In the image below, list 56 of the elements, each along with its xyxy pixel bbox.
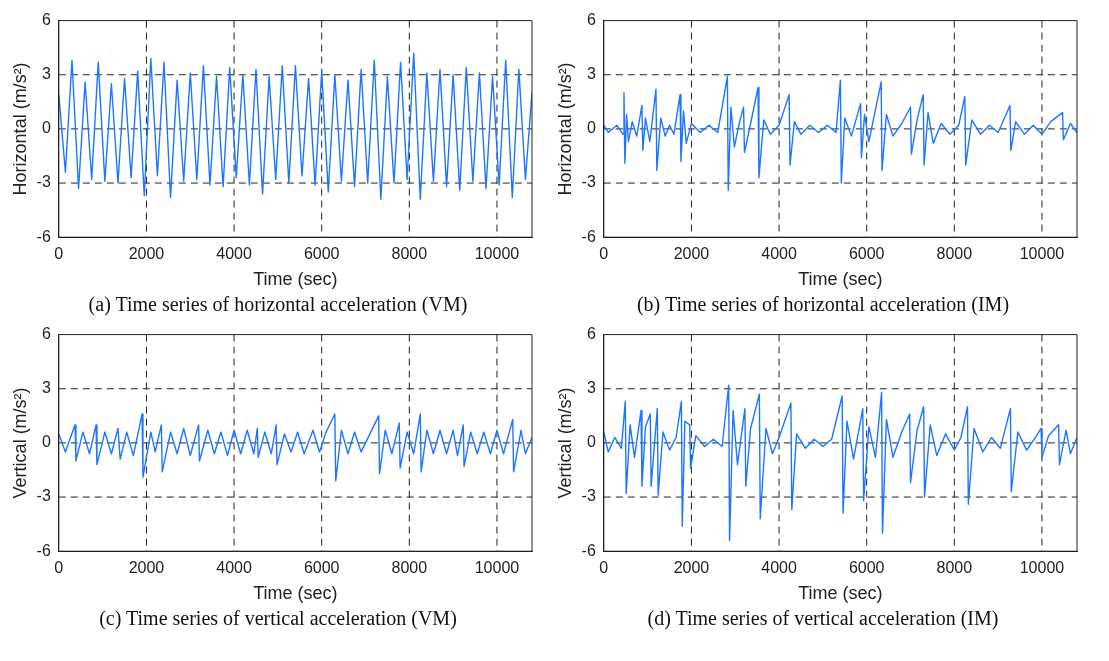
y-axis-title: Vertical (m/s²)	[9, 387, 30, 499]
x-tick-label: 2000	[673, 559, 710, 577]
x-tick-label: 8000	[391, 559, 428, 577]
x-axis-title: Time (sec)	[253, 269, 338, 290]
x-axis-title: Time (sec)	[798, 583, 883, 604]
y-tick-label: -6	[581, 541, 596, 559]
y-tick-label: 6	[41, 11, 51, 29]
text: (d) Time series of vertical acceleration (IM)	[646, 607, 1000, 630]
x-tick-label: 10000	[1019, 559, 1065, 577]
y-tick-label: 3	[41, 379, 51, 397]
y-tick-label: 3	[586, 379, 596, 397]
y-tick-label: 3	[41, 65, 51, 83]
y-axis-title: Horizontal (m/s²)	[554, 62, 575, 196]
x-tick-label: 2000	[128, 245, 165, 263]
y-tick-label: 6	[41, 325, 51, 343]
y-tick-label: 0	[41, 433, 51, 451]
y-tick-label: -3	[581, 173, 596, 191]
x-tick-label: 4000	[761, 245, 797, 263]
y-tick-label: -3	[581, 487, 596, 505]
x-tick-label: 0	[599, 245, 609, 263]
y-tick-label: -6	[581, 227, 596, 245]
x-axis-title: Time (sec)	[253, 583, 338, 604]
y-tick-label: -3	[36, 173, 51, 191]
y-tick-label: 6	[586, 11, 596, 29]
x-tick-label: 10000	[474, 559, 520, 577]
x-tick-label: 0	[54, 559, 64, 577]
x-axis-title: Time (sec)	[798, 269, 883, 290]
y-tick-label: -3	[36, 487, 51, 505]
text: (a) Time series of horizontal acceleration (VM)	[87, 293, 469, 316]
y-tick-label: 0	[586, 119, 596, 137]
y-tick-label: 6	[586, 325, 596, 343]
x-tick-label: 6000	[848, 245, 885, 263]
y-tick-label: 3	[586, 65, 596, 83]
x-tick-label: 0	[54, 245, 64, 263]
y-tick-label: -6	[36, 541, 51, 559]
x-tick-label: 0	[599, 559, 609, 577]
y-tick-label: 0	[41, 119, 51, 137]
x-tick-label: 10000	[474, 245, 520, 263]
x-tick-label: 8000	[936, 559, 973, 577]
x-tick-label: 6000	[303, 245, 340, 263]
x-tick-label: 8000	[391, 245, 428, 263]
y-tick-label: -6	[36, 227, 51, 245]
x-tick-label: 2000	[128, 559, 165, 577]
x-tick-label: 2000	[673, 245, 710, 263]
x-tick-label: 6000	[848, 559, 885, 577]
text: (b) Time series of horizontal acceleration (IM)	[635, 293, 1011, 316]
x-tick-label: 10000	[1019, 245, 1065, 263]
y-axis-title: Horizontal (m/s²)	[9, 62, 30, 196]
x-tick-label: 8000	[936, 245, 973, 263]
x-tick-label: 4000	[761, 559, 797, 577]
x-tick-label: 6000	[303, 559, 340, 577]
y-axis-title: Vertical (m/s²)	[554, 387, 575, 499]
text: (c) Time series of vertical acceleration (VM)	[98, 607, 458, 630]
x-tick-label: 4000	[216, 559, 252, 577]
x-tick-label: 4000	[216, 245, 252, 263]
y-tick-label: 0	[586, 433, 596, 451]
